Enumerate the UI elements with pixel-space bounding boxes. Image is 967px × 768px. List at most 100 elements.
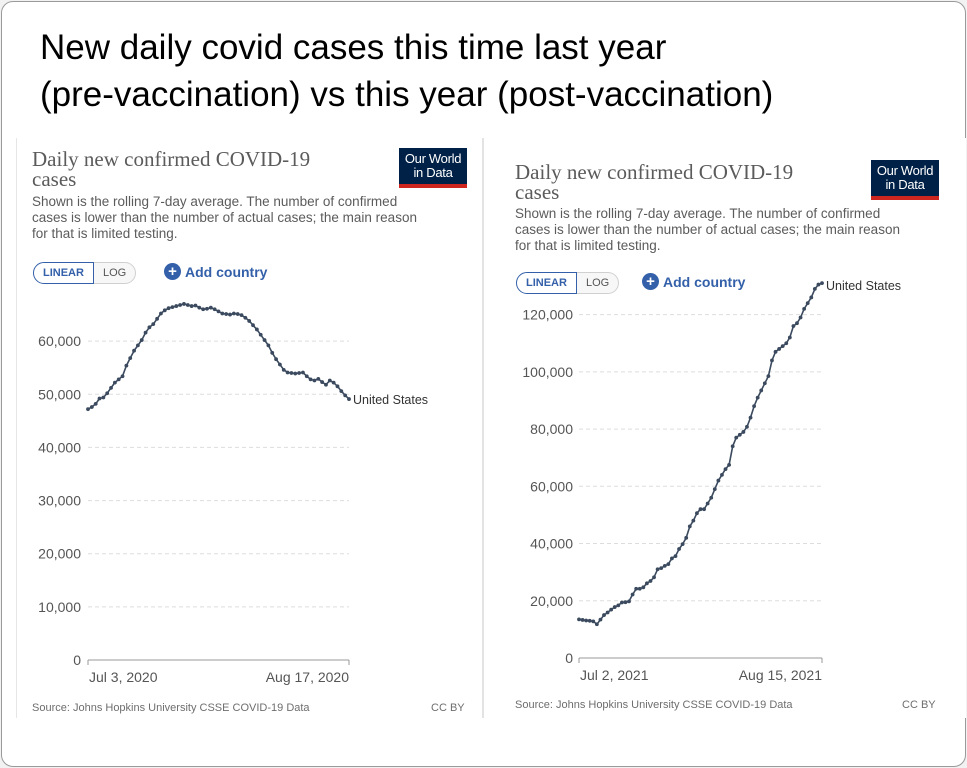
data-point xyxy=(659,566,664,571)
data-point xyxy=(228,312,232,317)
data-point xyxy=(278,362,282,367)
data-point xyxy=(347,397,351,401)
data-point xyxy=(155,316,159,321)
y-tick-label: 80,000 xyxy=(530,421,573,437)
data-point xyxy=(182,302,186,306)
x-tick-label: Jul 3, 2020 xyxy=(89,669,158,685)
data-point xyxy=(293,371,298,376)
data-point xyxy=(109,386,113,390)
logo-line-2: in Data xyxy=(885,177,925,192)
y-tick-label: 0 xyxy=(565,650,573,666)
data-point xyxy=(216,309,221,314)
data-point xyxy=(239,313,244,318)
subtitle-line-2: cases is lower than the number of actual… xyxy=(515,222,900,237)
y-tick-label: 50,000 xyxy=(38,386,81,402)
license-link[interactable]: CC BY xyxy=(902,699,936,711)
data-point xyxy=(343,393,348,398)
subtitle-line-1: Shown is the rolling 7-day average. The … xyxy=(515,206,881,221)
data-point xyxy=(644,581,649,586)
x-tick-label: Aug 17, 2020 xyxy=(266,669,350,685)
data-point xyxy=(687,524,692,529)
y-tick-label: 60,000 xyxy=(38,333,81,349)
data-point xyxy=(705,501,710,506)
x-tick-label: Jul 2, 2021 xyxy=(580,667,649,683)
log-button[interactable]: LOG xyxy=(576,272,620,294)
data-point xyxy=(308,377,313,382)
data-point xyxy=(759,388,764,393)
data-point xyxy=(805,301,810,306)
owid-logo[interactable]: Our World in Data xyxy=(871,160,939,200)
data-point xyxy=(745,424,749,429)
data-point xyxy=(93,401,98,406)
chart-panel-2021: Daily new confirmed COVID-19 cases Our W… xyxy=(482,138,966,718)
data-point xyxy=(619,600,624,605)
linear-button[interactable]: LINEAR xyxy=(33,262,94,284)
add-country-button[interactable]: + Add country xyxy=(164,263,267,280)
source-note: Source: Johns Hopkins University CSSE CO… xyxy=(32,702,310,714)
data-point xyxy=(324,382,328,387)
linear-button[interactable]: LINEAR xyxy=(516,272,577,294)
data-point xyxy=(151,322,156,327)
data-point xyxy=(281,367,286,372)
scale-toggle: LINEAR LOG xyxy=(516,272,620,294)
data-point xyxy=(320,380,325,384)
data-point xyxy=(727,462,731,467)
data-point xyxy=(220,311,225,316)
data-point xyxy=(730,444,735,449)
data-point xyxy=(97,396,102,401)
data-point xyxy=(784,341,789,346)
data-point xyxy=(766,374,771,379)
data-point xyxy=(773,349,778,354)
add-country-button[interactable]: + Add country xyxy=(642,273,745,290)
chart-panel-2020: Daily new confirmed COVID-19 cases Our W… xyxy=(16,138,479,718)
license-link[interactable]: CC BY xyxy=(431,702,465,714)
data-point xyxy=(105,391,110,396)
data-point xyxy=(120,374,125,379)
logo-line-1: Our World xyxy=(404,151,462,166)
data-point xyxy=(637,586,642,591)
data-point xyxy=(791,324,796,328)
data-point xyxy=(716,478,721,483)
data-point xyxy=(762,381,767,386)
data-point xyxy=(591,619,596,624)
source-note: Source: Johns Hopkins University CSSE CO… xyxy=(515,699,793,711)
logo-line-2: in Data xyxy=(413,165,453,180)
data-point xyxy=(709,495,714,500)
log-button[interactable]: LOG xyxy=(93,262,137,284)
headline: New daily covid cases this time last yea… xyxy=(40,24,940,118)
data-point xyxy=(143,330,148,335)
series-label: United States xyxy=(353,393,428,407)
data-point xyxy=(254,327,259,332)
chart-title-line-2: cases xyxy=(32,167,77,191)
data-point xyxy=(212,307,217,312)
subtitle-line-3: for that is limited testing. xyxy=(515,238,661,253)
data-point xyxy=(170,305,175,310)
data-point xyxy=(630,592,635,597)
chart-subtitle: Shown is the rolling 7-day average. The … xyxy=(32,194,432,242)
y-tick-label: 0 xyxy=(73,652,81,668)
data-point xyxy=(673,554,678,559)
scale-toggle: LINEAR LOG xyxy=(33,262,137,284)
data-point xyxy=(112,380,117,385)
owid-logo[interactable]: Our World in Data xyxy=(399,148,467,188)
data-point xyxy=(770,358,774,363)
data-point xyxy=(662,563,667,568)
data-point xyxy=(205,306,209,311)
data-point xyxy=(602,613,606,617)
line-chart-2021: 0 20,000 40,000 60,000 80,000 100,000 120,000 J… xyxy=(522,279,901,683)
data-point xyxy=(124,363,129,368)
data-point xyxy=(274,357,278,362)
data-point xyxy=(684,535,689,540)
data-point xyxy=(331,380,336,385)
y-tick-label: 20,000 xyxy=(530,593,573,609)
data-point xyxy=(712,487,717,492)
data-point xyxy=(285,370,290,375)
y-tick-label: 60,000 xyxy=(530,478,573,494)
series-line-united-states xyxy=(578,282,823,626)
data-point xyxy=(720,472,724,477)
data-point xyxy=(655,567,660,572)
data-point xyxy=(258,332,263,337)
data-point xyxy=(316,376,321,381)
data-point xyxy=(166,306,171,311)
data-point xyxy=(734,435,739,440)
